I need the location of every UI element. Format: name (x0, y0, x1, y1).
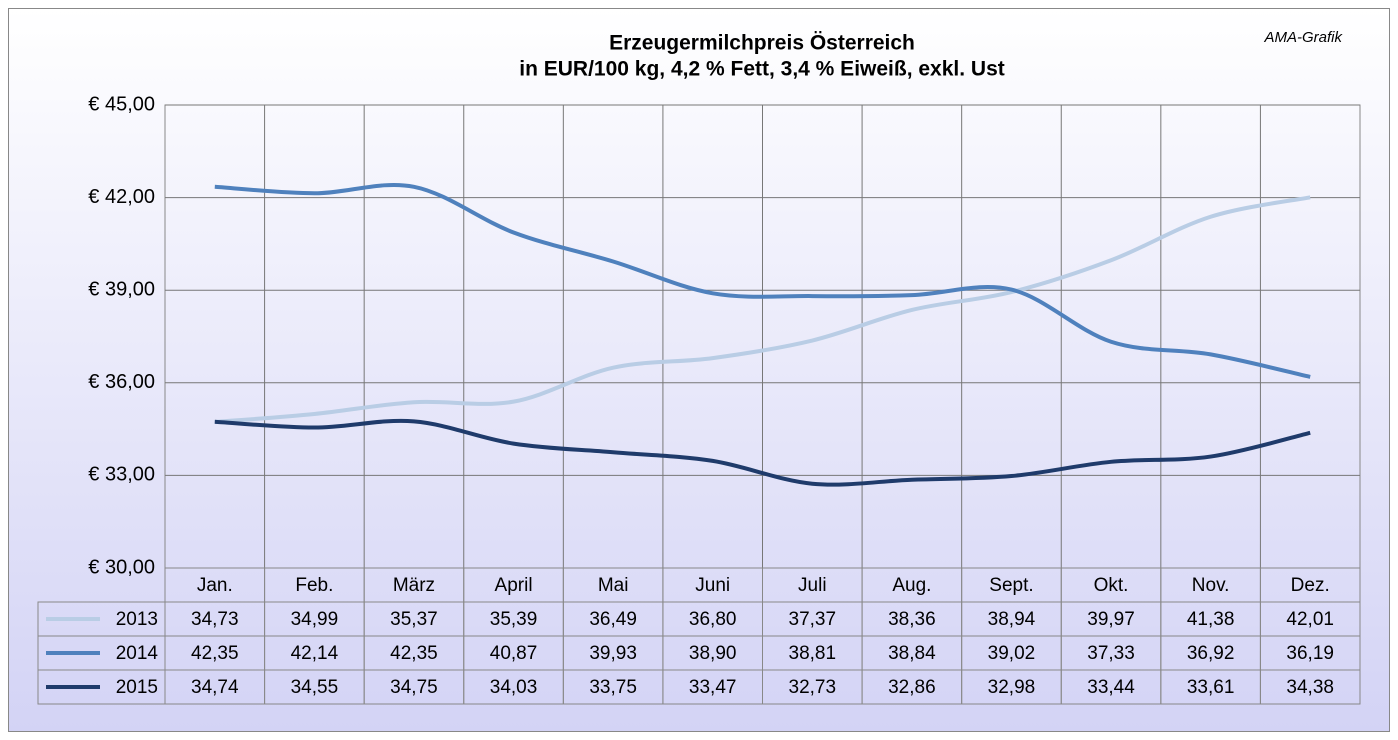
table-value: 32,73 (789, 677, 837, 698)
table-value: 34,74 (191, 677, 239, 698)
y-tick-label: € 30,00 (88, 556, 155, 578)
table-value: 34,38 (1286, 677, 1334, 698)
x-tick-label: Aug. (892, 575, 931, 596)
table-value: 39,97 (1087, 609, 1135, 630)
table-value: 39,02 (988, 643, 1036, 664)
line-series (214, 195, 1311, 424)
table-value: 34,03 (490, 677, 538, 698)
y-tick-label: € 33,00 (88, 464, 155, 486)
table-value: 38,90 (689, 643, 737, 664)
table-value: 42,35 (191, 643, 239, 664)
x-tick-label: Sept. (989, 575, 1033, 596)
table-value: 36,92 (1187, 643, 1235, 664)
legend-label: 2014 (116, 643, 159, 664)
legend-label: 2013 (116, 609, 158, 630)
x-tick-label: März (393, 575, 435, 596)
table-value: 42,14 (291, 643, 339, 664)
table-value: 35,39 (490, 609, 538, 630)
x-tick-label: Jan. (197, 575, 233, 596)
table-value: 37,37 (789, 609, 837, 630)
table-value: 38,84 (888, 643, 936, 664)
x-tick-label: Okt. (1094, 575, 1129, 596)
chart-title: Erzeugermilchpreis Österreich (609, 32, 915, 55)
line-series (214, 182, 1311, 379)
table-value: 39,93 (589, 643, 637, 664)
table-value: 34,55 (291, 677, 339, 698)
table-value: 36,19 (1286, 643, 1334, 664)
table-value: 38,36 (888, 609, 936, 630)
line-series (214, 418, 1311, 487)
table-value: 34,99 (291, 609, 339, 630)
table-value: 36,80 (689, 609, 737, 630)
table-value: 33,61 (1187, 677, 1235, 698)
table-value: 42,35 (390, 643, 438, 664)
table-value: 37,33 (1087, 643, 1135, 664)
table-cell (1259, 669, 1361, 705)
table-value: 42,01 (1286, 609, 1334, 630)
x-tick-label: Mai (598, 575, 629, 596)
y-tick-label: € 36,00 (88, 371, 155, 393)
table-value: 34,73 (191, 609, 239, 630)
y-tick-label: € 42,00 (88, 186, 155, 208)
table-value: 33,47 (689, 677, 737, 698)
chart-background (8, 8, 1390, 732)
y-tick-label: € 39,00 (88, 278, 155, 300)
table-value: 40,87 (490, 643, 538, 664)
table-value: 32,98 (988, 677, 1036, 698)
legend-label: 2015 (116, 677, 158, 698)
x-tick-label: Dez. (1291, 575, 1330, 596)
x-tick-label: Juni (695, 575, 730, 596)
table-value: 38,94 (988, 609, 1036, 630)
table-value: 34,75 (390, 677, 438, 698)
table-value: 33,75 (589, 677, 637, 698)
y-tick-label: € 45,00 (88, 93, 155, 115)
table-value: 38,81 (789, 643, 837, 664)
chart-subtitle: in EUR/100 kg, 4,2 % Fett, 3,4 % Eiweiß,… (519, 58, 1005, 81)
x-tick-label: Feb. (295, 575, 333, 596)
table-value: 36,49 (589, 609, 637, 630)
annotation: AMA-Grafik (1263, 29, 1343, 46)
table-value: 33,44 (1087, 677, 1135, 698)
x-tick-label: Juli (798, 575, 827, 596)
table-value: 41,38 (1187, 609, 1235, 630)
table-value: 35,37 (390, 609, 438, 630)
x-tick-label: Nov. (1192, 575, 1230, 596)
table-value: 32,86 (888, 677, 936, 698)
x-tick-label: April (495, 575, 533, 596)
